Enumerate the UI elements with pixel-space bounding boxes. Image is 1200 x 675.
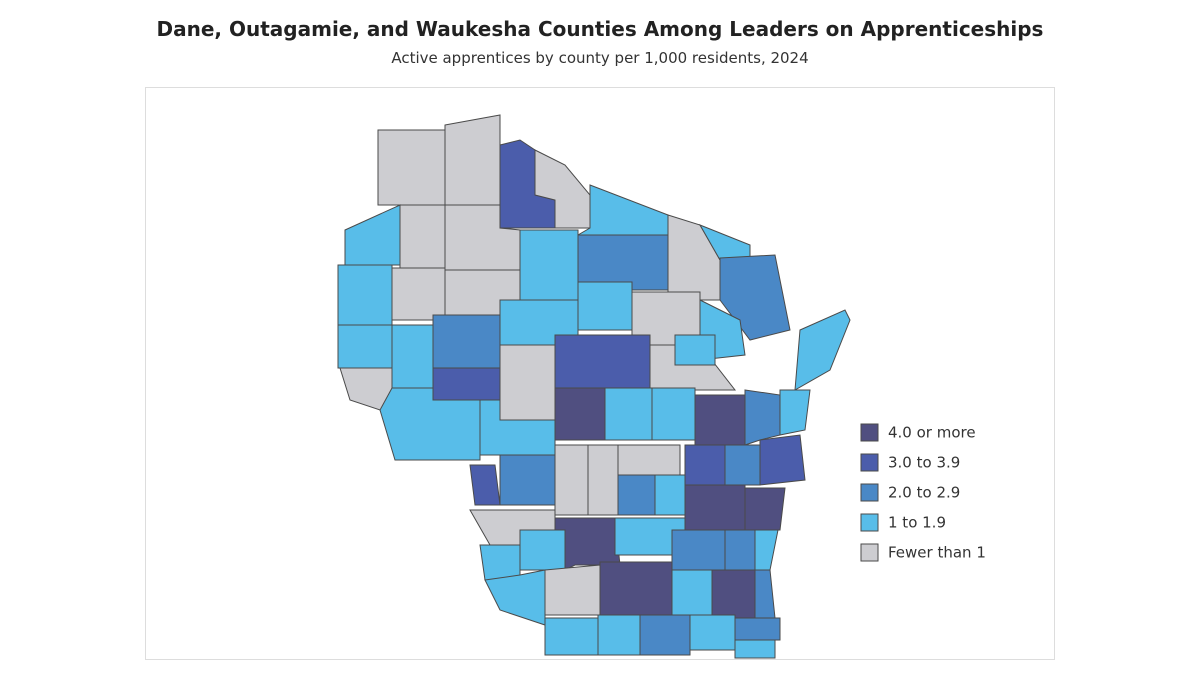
county: [759, 434, 806, 486]
county: [377, 129, 446, 206]
county: [432, 367, 501, 401]
county: [744, 487, 786, 531]
county: [391, 267, 446, 321]
county: [499, 454, 556, 506]
county: [604, 387, 653, 441]
county: [779, 389, 811, 436]
legend-label: Fewer than 1: [888, 544, 986, 562]
legend-swatch: [860, 453, 879, 472]
title: Dane, Outagamie, and Waukesha Counties A…: [156, 17, 1044, 41]
county: [654, 474, 686, 516]
county: [391, 324, 434, 389]
county: [597, 614, 641, 656]
county: [711, 569, 756, 619]
legend-label: 2.0 to 2.9: [888, 484, 960, 502]
county: [577, 234, 669, 291]
subtitle: Active apprentices by county per 1,000 r…: [391, 49, 809, 67]
county: [554, 444, 589, 516]
county: [744, 389, 781, 446]
county: [337, 324, 393, 369]
county: [617, 444, 681, 476]
county: [617, 474, 656, 516]
county: [577, 281, 633, 331]
county: [724, 444, 761, 486]
legend-label: 3.0 to 3.9: [888, 454, 960, 472]
county: [432, 314, 501, 369]
county: [639, 614, 691, 656]
counties: [337, 114, 851, 659]
county: [519, 529, 566, 571]
county: [671, 529, 726, 571]
legend-swatch: [860, 543, 879, 562]
county: [519, 229, 579, 301]
county: [544, 564, 601, 616]
county: [694, 394, 746, 446]
legend: 4.0 or more 3.0 to 3.9 2.0 to 2.9 1 to 1.9 F…: [860, 423, 986, 562]
map: 4.0 or more 3.0 to 3.9 2.0 to 2.9 1 to 1.9 F…: [145, 87, 1055, 660]
county: [684, 444, 726, 486]
county: [674, 334, 716, 366]
county: [689, 614, 736, 651]
county: [399, 204, 446, 271]
legend-label: 4.0 or more: [888, 424, 976, 442]
legend-swatch: [860, 483, 879, 502]
county: [554, 334, 651, 389]
county: [499, 344, 556, 421]
legend-swatch: [860, 423, 879, 442]
county: [544, 617, 599, 656]
county: [337, 264, 393, 326]
county: [479, 544, 521, 581]
legend-label: 1 to 1.9: [888, 514, 946, 532]
county: [534, 149, 591, 229]
county: [734, 639, 776, 659]
county: [469, 464, 501, 506]
county: [794, 309, 851, 391]
legend-swatch: [860, 513, 879, 532]
county: [734, 617, 781, 641]
county: [651, 387, 696, 441]
county: [554, 387, 606, 441]
county: [684, 484, 746, 531]
county: [599, 561, 673, 616]
county: [671, 569, 713, 616]
county: [724, 529, 756, 571]
county: [587, 444, 619, 516]
county: [444, 114, 501, 206]
